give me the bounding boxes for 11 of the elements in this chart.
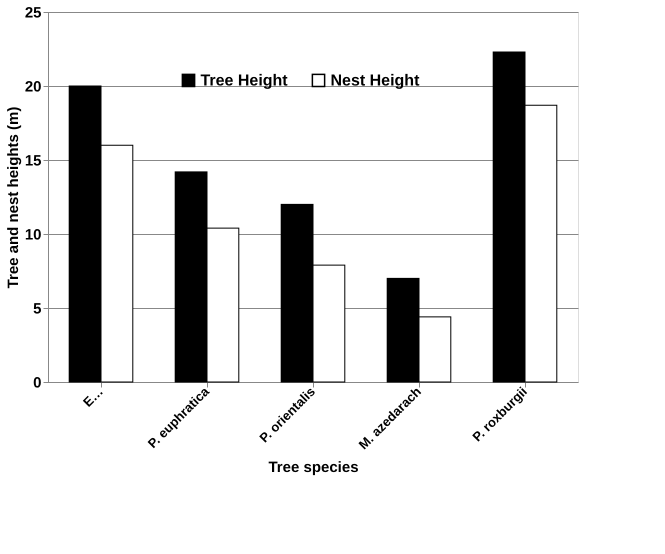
y-tick-label: 20: [24, 78, 42, 96]
y-tick-label: 5: [33, 300, 42, 318]
y-tick-label: 0: [33, 374, 42, 392]
legend-label: Tree Height: [200, 72, 288, 90]
y-tick-label: 25: [24, 4, 42, 22]
y-tick-label: 15: [24, 152, 42, 170]
x-tick-label: E…: [80, 384, 106, 410]
y-tick-label: 10: [24, 226, 42, 244]
x-axis-title: Tree species: [268, 459, 359, 476]
y-axis-title: Tree and nest heights (m): [4, 106, 22, 288]
legend-label: Nest Height: [330, 72, 420, 90]
